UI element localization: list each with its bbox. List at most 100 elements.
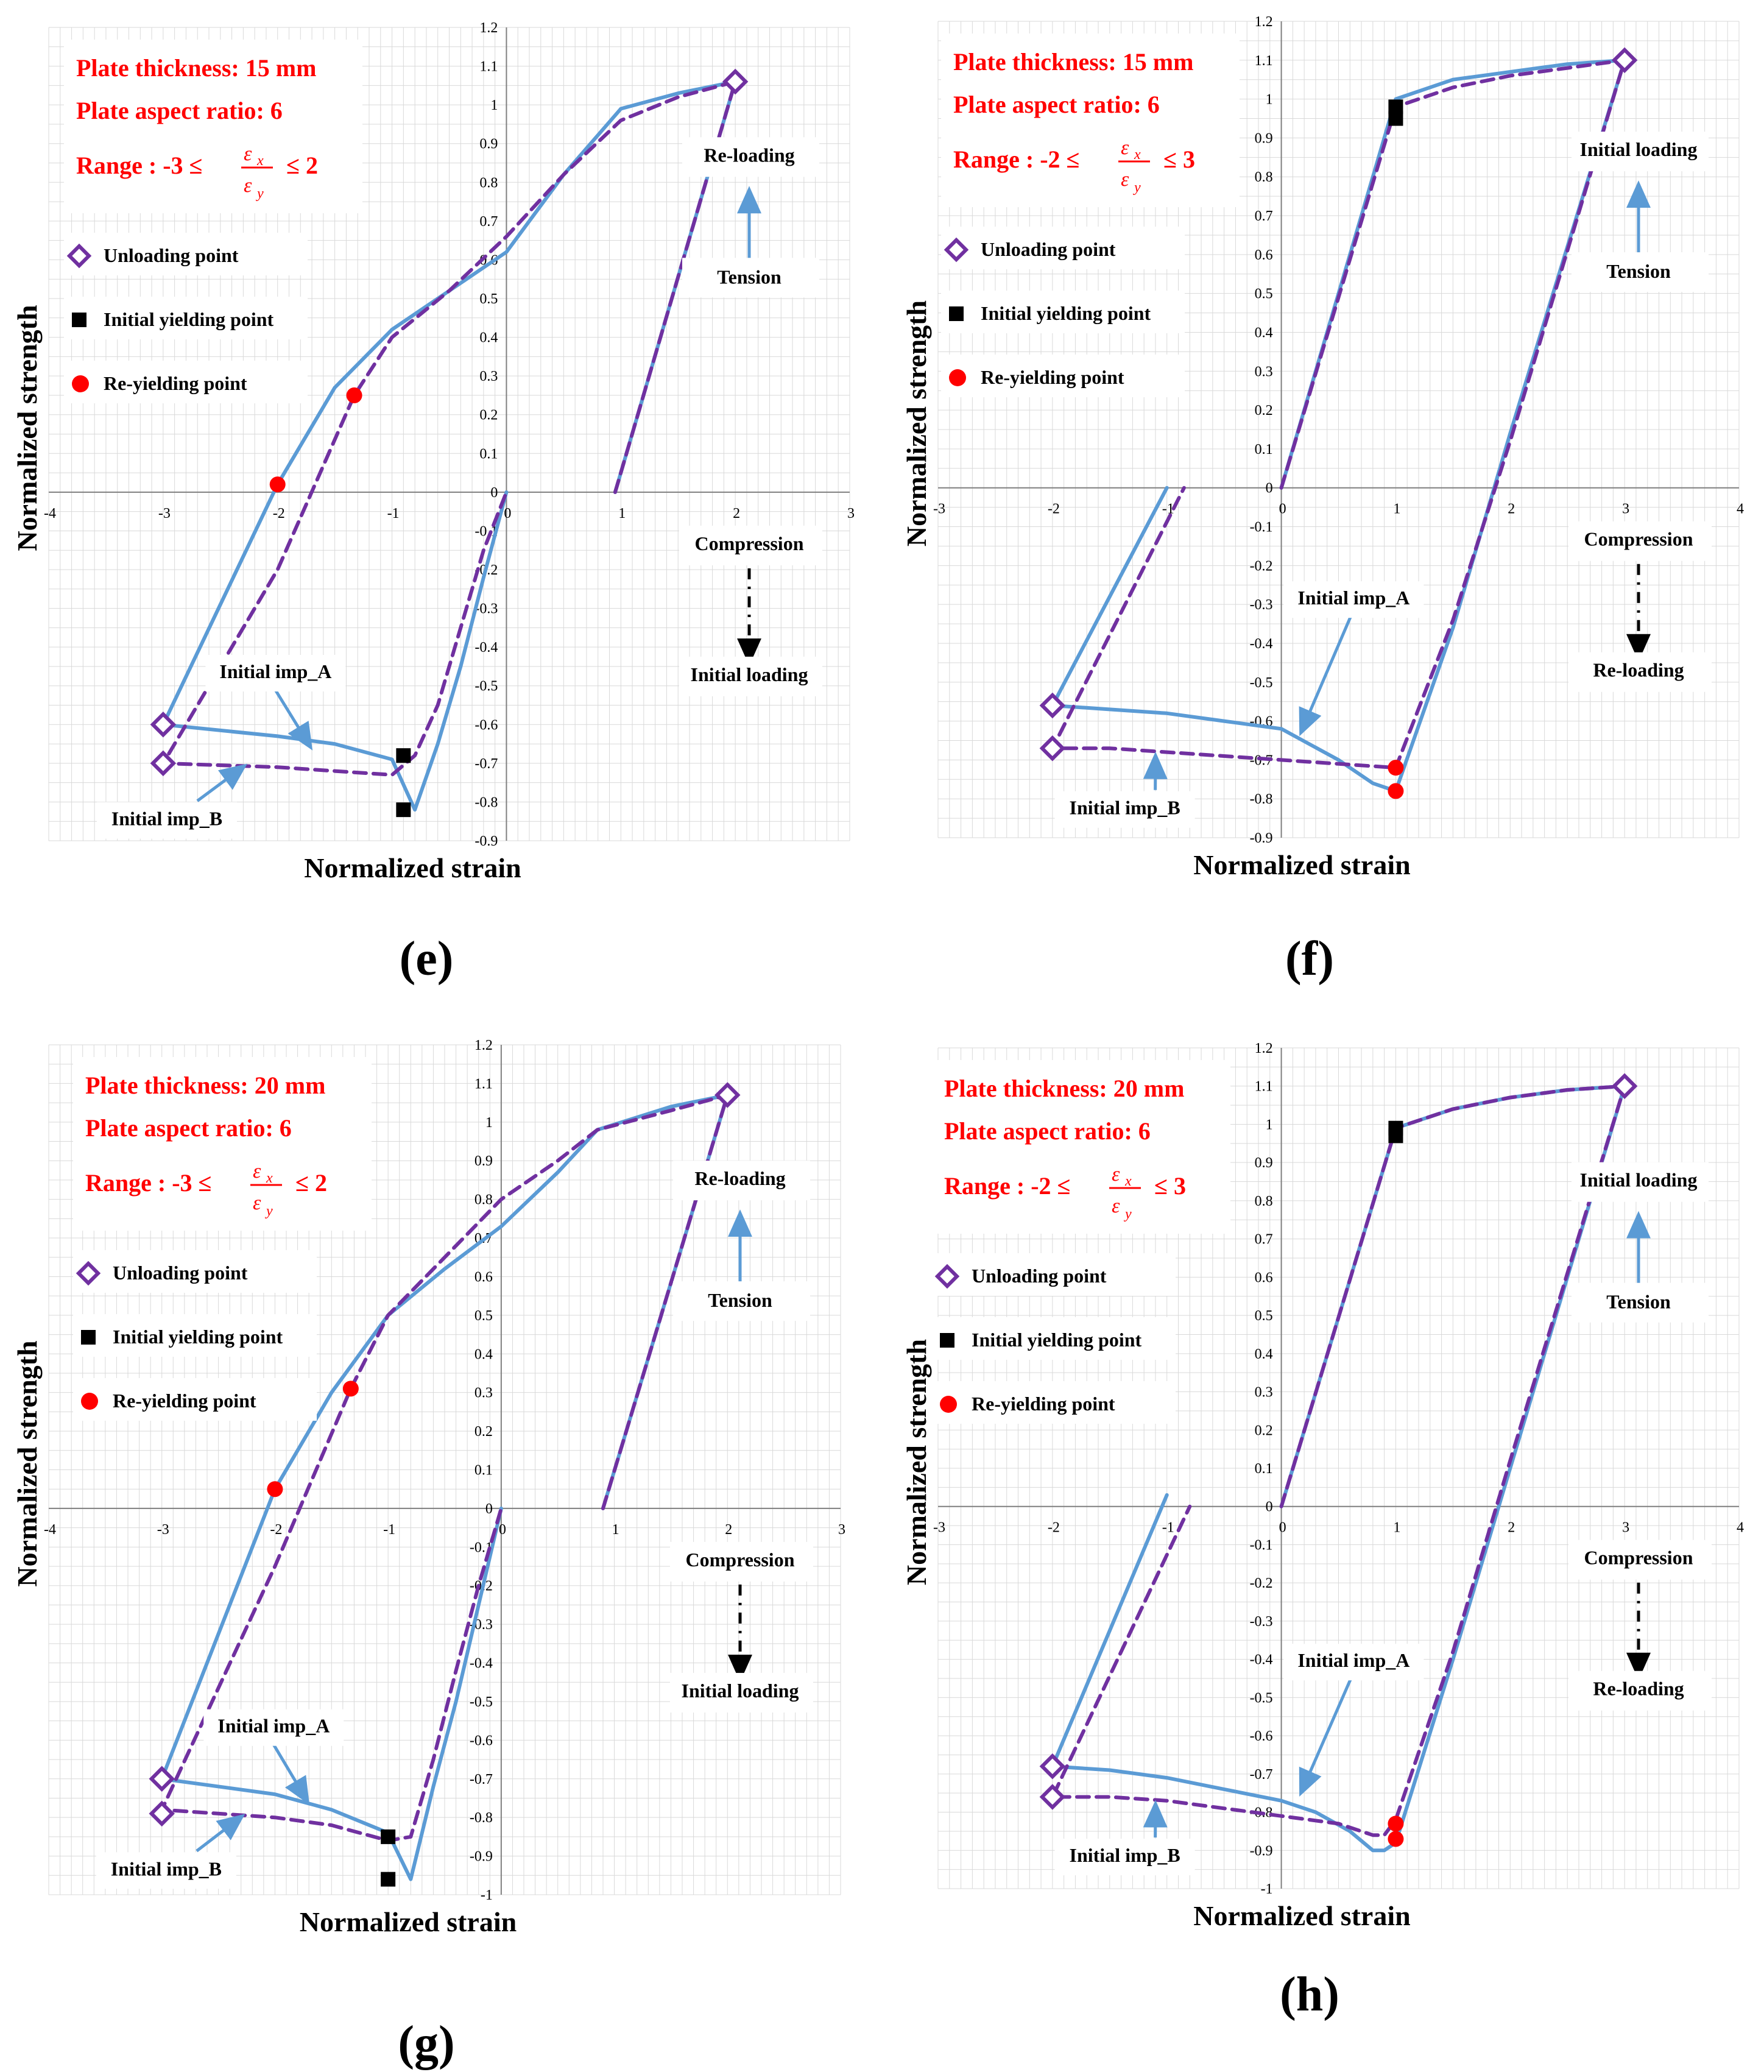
upper-loading-label: Re-loading (694, 1167, 785, 1189)
legend-entry-bg (73, 1378, 317, 1421)
range-suffix-text: ≤ 2 (295, 1169, 327, 1197)
y-tick-label: 0.7 (479, 214, 498, 230)
re-yield-marker (269, 476, 286, 493)
imp-b-label: Initial imp_B (111, 808, 222, 830)
panel-label: (g) (398, 2017, 454, 2070)
y-tick-label: -0.8 (470, 1810, 493, 1826)
range-denominator-sub: y (265, 1203, 273, 1219)
y-tick-label: -0.3 (1250, 1614, 1273, 1630)
imp-a-bg (203, 1709, 344, 1746)
legend-entry-bg (932, 1317, 1176, 1360)
y-tick-label: 0.5 (475, 1308, 493, 1324)
annot-bg (1568, 1671, 1712, 1711)
imp-b-bg (1054, 791, 1195, 828)
range-numerator: ε (244, 143, 252, 165)
re-yield-marker (346, 387, 362, 403)
legend-entry-bg (73, 1250, 317, 1293)
y-tick-label: -1 (1261, 1881, 1273, 1897)
unloading-point-marker (150, 750, 177, 777)
plate-thickness-text: Plate thickness: 15 mm (953, 48, 1193, 76)
info-background (941, 34, 1240, 207)
y-tick-label: 1.1 (475, 1076, 493, 1092)
annot-bg (1568, 652, 1712, 692)
y-tick-label: 0.1 (1255, 1461, 1273, 1477)
range-prefix-text: Range : -2 ≤ (944, 1172, 1070, 1200)
chart-panel-4: 1.2 1.1 1 0.9 0.8 0.7 0.6 0.5 0.4 0.3 0.2 0.1 0 -0.1 -… (901, 1041, 1744, 2021)
range-suffix-text: ≤ 3 (1163, 146, 1195, 173)
x-tick-label: -3 (158, 506, 171, 522)
y-tick-label: 0.2 (1255, 403, 1273, 419)
legend: Unloading point Initial yielding point Re-… (932, 1253, 1176, 1424)
aspect-ratio-text: Plate aspect ratio: 6 (953, 91, 1160, 118)
x-tick-label: -2 (270, 1522, 282, 1538)
y-tick-label: 0.2 (479, 408, 498, 423)
chart-panel-3: 1.21.110.90.80.70.60.50.40.30.20.10-0.1-… (12, 1038, 845, 2070)
y-tick-label: 0.3 (479, 369, 498, 384)
y-tick-label: 0.8 (1255, 1193, 1273, 1209)
range-numerator: ε (1112, 1163, 1120, 1186)
unloading-point-marker (1039, 1784, 1066, 1810)
re-yield-marker (342, 1381, 359, 1397)
annotations: Initial loading Tension Compression Re-load… (1568, 132, 1712, 692)
initial-yield-marker (396, 802, 411, 818)
y-tick-label: -1 (481, 1887, 493, 1903)
x-tick-label: 4 (1737, 501, 1744, 517)
y-tick-label: 1 (1266, 1117, 1273, 1133)
y-axis-title: Normalized strength (901, 300, 932, 546)
y-tick-label: 0.8 (479, 175, 498, 191)
legend-yield-symbol (940, 1333, 954, 1348)
x-tick-label: 0 (499, 1522, 506, 1538)
x-axis-title: Normalized strain (1193, 1900, 1410, 1931)
x-tick-label: -1 (1162, 501, 1174, 517)
info-block: Plate thickness: 15 mm Plate aspect ratio… (941, 34, 1240, 207)
series-line-imp-b (161, 80, 738, 777)
y-tick-label: 1 (490, 97, 498, 113)
x-axis-title: Normalized strain (1193, 849, 1410, 880)
imp-b-bg (1054, 1839, 1195, 1876)
range-suffix-text: ≤ 3 (1154, 1172, 1186, 1200)
x-tick-label: -1 (387, 506, 400, 522)
legend-label: Unloading point (113, 1262, 248, 1284)
compression-label: Compression (695, 532, 804, 554)
x-tick-label: 1 (1393, 1520, 1400, 1536)
plate-thickness-text: Plate thickness: 15 mm (76, 54, 316, 82)
unloading-point-marker (1039, 1753, 1066, 1780)
y-tick-label: 1.1 (1255, 1079, 1273, 1095)
initial-yield-marker (1388, 1128, 1403, 1144)
y-tick-label: 0 (485, 1501, 493, 1517)
imp-b-label: Initial imp_B (1070, 797, 1180, 819)
x-tick-label: 1 (618, 506, 626, 522)
x-tick-label: -3 (933, 501, 945, 517)
x-tick-label: 3 (1622, 1520, 1629, 1536)
y-tick-label: -0.4 (1250, 1652, 1273, 1668)
re-yield-marker (1388, 760, 1404, 776)
y-tick-label: -0.4 (475, 640, 498, 656)
y-tick-label: -0.2 (1250, 1575, 1273, 1591)
lower-loading-label: Re-loading (1593, 1678, 1684, 1700)
y-tick-label: 0.4 (479, 330, 498, 346)
initial-yield-marker (396, 748, 411, 763)
legend-yield-symbol (72, 313, 86, 327)
range-numerator: ε (1121, 136, 1129, 159)
x-tick-label: 0 (1279, 1520, 1286, 1536)
info-background (64, 40, 362, 213)
x-tick-label: 3 (838, 1522, 845, 1538)
y-tick-label: 0.9 (475, 1153, 493, 1169)
y-tick-label: -0.1 (1250, 520, 1273, 536)
x-tick-label: -1 (1162, 1520, 1174, 1536)
aspect-ratio-text: Plate aspect ratio: 6 (85, 1114, 292, 1142)
unloading-point-marker (1611, 1073, 1638, 1099)
panel-label: (h) (1280, 1968, 1339, 2021)
aspect-ratio-text: Plate aspect ratio: 6 (76, 97, 283, 124)
legend-label: Initial yielding point (104, 308, 274, 330)
re-yield-marker (1388, 1816, 1404, 1832)
y-tick-label: -0.4 (470, 1656, 493, 1672)
range-prefix-text: Range : -3 ≤ (76, 152, 202, 179)
re-yield-marker (1388, 1831, 1404, 1847)
y-tick-label: 1.2 (479, 20, 498, 36)
annot-bg (1572, 1282, 1709, 1323)
plate-thickness-text: Plate thickness: 20 mm (944, 1075, 1184, 1102)
tension-label: Tension (1606, 260, 1671, 282)
x-tick-label: -1 (383, 1522, 395, 1538)
